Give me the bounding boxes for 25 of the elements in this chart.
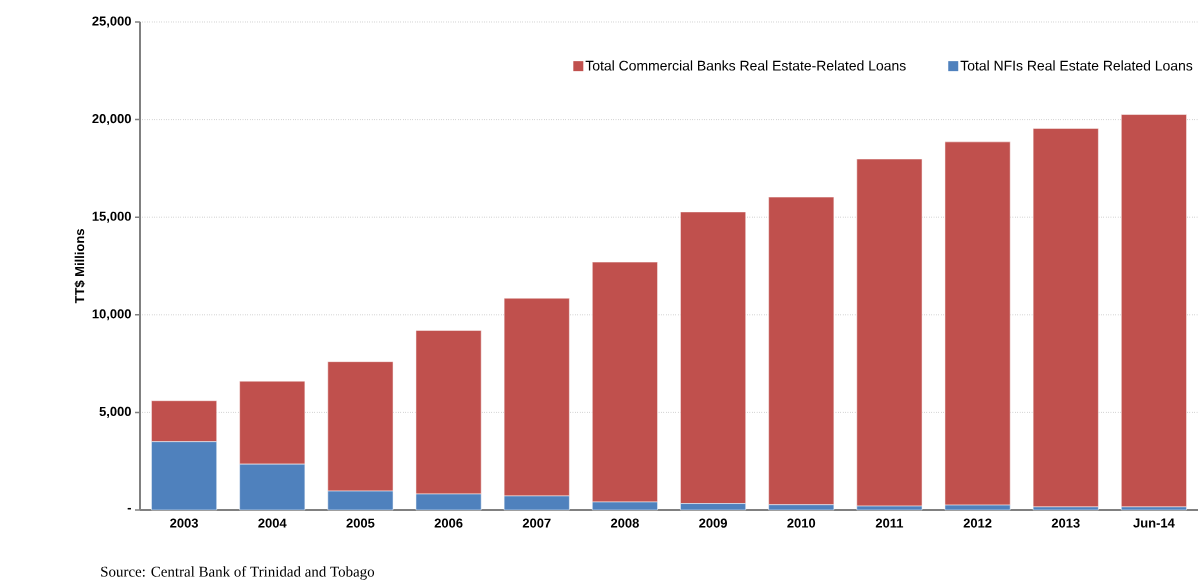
x-tick-label: Jun-14 <box>1133 518 1175 528</box>
bar <box>1121 114 1187 508</box>
y-tick-label: 15,000 <box>92 211 131 223</box>
x-tick-label: 2009 <box>699 518 727 528</box>
y-tick-label: 10,000 <box>92 309 131 321</box>
x-tick-label: 2010 <box>787 518 816 528</box>
y-tick-label: 5,000 <box>99 406 131 418</box>
x-tick-label: 2007 <box>522 518 551 528</box>
y-tick-label: 25,000 <box>92 16 131 28</box>
y-axis-title: TT$ Millions <box>74 229 86 304</box>
x-tick-label: 2011 <box>875 518 904 528</box>
y-tick-label: 20,000 <box>92 114 131 126</box>
x-tick-label: 2003 <box>170 518 199 528</box>
y-tick-label: - <box>127 507 131 510</box>
x-tick-label: 2008 <box>610 518 639 528</box>
legend-label: Total Commercial Banks Real Estate-Related Loans <box>585 60 906 71</box>
bar <box>856 158 923 507</box>
x-tick-label: 2013 <box>1051 518 1080 528</box>
legend-label: Total NFIs Real Estate Related Loans <box>960 60 1193 71</box>
x-tick-label: 2004 <box>258 518 287 528</box>
x-tick-label: 2012 <box>963 518 992 528</box>
x-tick-label: 2006 <box>434 518 463 528</box>
x-tick-label: 2005 <box>346 518 375 528</box>
source-note: Source: Central Bank of Trinidad and Tobago <box>101 566 375 580</box>
bar <box>1032 128 1099 508</box>
